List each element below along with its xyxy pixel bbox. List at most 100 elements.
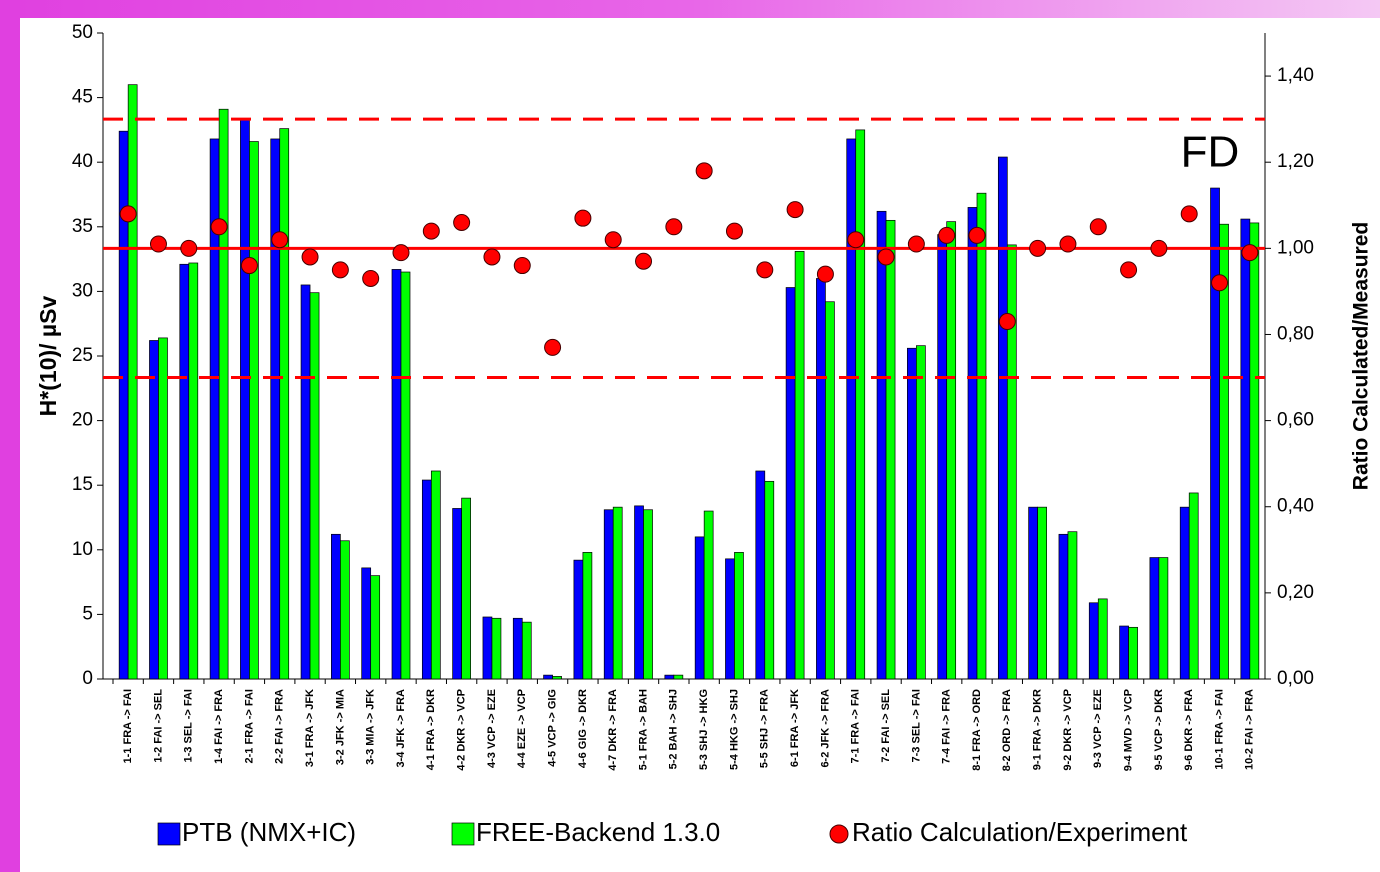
bar: [1188, 492, 1199, 680]
y-tick-label: 40: [72, 151, 93, 172]
ratio-point: [998, 313, 1016, 331]
x-tick-label: 4-4 EZE -> VCP: [516, 689, 528, 768]
bar: [825, 301, 835, 680]
bar: [855, 129, 866, 680]
bar: [249, 141, 259, 680]
legend-swatch: [451, 822, 475, 846]
bar: [1210, 187, 1220, 680]
bar: [785, 287, 796, 680]
bar: [340, 540, 350, 680]
left-band: [0, 0, 20, 872]
x-tick-label: 7-3 SEL -> FAI: [910, 689, 922, 762]
x-tick-label: 7-4 FAI -> FRA: [941, 689, 953, 764]
bar: [1128, 626, 1138, 680]
bar: [491, 617, 502, 680]
y-tick-label: 35: [72, 216, 93, 237]
x-tick-label: 9-6 DKR -> FRA: [1183, 689, 1195, 771]
y-tick-label: 45: [72, 87, 93, 108]
bar: [694, 536, 705, 680]
x-tick-label: 5-1 FRA -> BAH: [637, 689, 649, 770]
bar: [482, 616, 493, 680]
y2-tick-label: 1,40: [1277, 65, 1314, 86]
bar: [612, 506, 623, 680]
ratio-point: [362, 269, 380, 287]
ratio-point: [938, 226, 956, 244]
x-tick-label: 5-4 HKG -> SHJ: [728, 689, 740, 770]
x-tick-label: 5-2 BAH -> SHJ: [668, 689, 680, 769]
bar: [361, 567, 372, 680]
y-tick-label: 20: [72, 410, 93, 431]
ratio-point: [604, 231, 622, 249]
y-tick-label: 25: [72, 345, 93, 366]
x-tick-label: 9-2 DKR -> VCP: [1062, 689, 1074, 771]
ratio-point: [1089, 218, 1107, 236]
ratio-point: [483, 248, 501, 266]
ratio-point: [786, 201, 804, 219]
x-tick-label: 4-1 FRA -> DKR: [425, 689, 437, 770]
bar: [885, 219, 896, 680]
bar: [240, 119, 250, 680]
x-tick-label: 3-3 MIA -> JFK: [365, 689, 377, 765]
bar: [391, 269, 402, 680]
bar: [421, 479, 432, 680]
bar: [967, 207, 978, 680]
x-tick-label: 9-4 MVD -> VCP: [1122, 689, 1134, 771]
bar: [997, 156, 1008, 680]
ratio-point: [180, 239, 198, 257]
ratio-point: [1150, 239, 1168, 257]
bar: [430, 470, 441, 680]
legend-swatch: [157, 822, 181, 846]
legend-swatch: [829, 824, 849, 844]
x-tick-label: 1-4 FAI -> FRA: [213, 689, 225, 764]
x-tick-label: 4-2 DKR -> VCP: [456, 689, 468, 771]
bar: [816, 278, 826, 680]
bar: [400, 271, 411, 680]
x-tick-label: 5-5 SHJ -> FRA: [759, 689, 771, 768]
bar: [300, 284, 311, 680]
x-tick-label: 9-3 VCP -> EZE: [1092, 689, 1104, 768]
ratio-point: [695, 162, 713, 180]
bar: [270, 138, 281, 680]
ratio-point: [635, 252, 653, 270]
y2-tick-label: 1,20: [1277, 151, 1314, 172]
x-tick-label: 4-7 DKR -> FRA: [607, 689, 619, 771]
bar: [1006, 244, 1017, 680]
x-tick-label: 1-1 FRA -> FAI: [122, 689, 134, 763]
ratio-point: [816, 265, 834, 283]
bar: [703, 510, 714, 680]
bar: [218, 108, 229, 680]
bar: [1028, 506, 1038, 680]
bar: [1058, 533, 1069, 680]
bar: [734, 552, 744, 680]
legend-label: FREE-Backend 1.3.0: [476, 817, 720, 847]
x-tick-label: 10-2 FAI -> FRA: [1244, 689, 1256, 770]
ratio-point: [725, 222, 743, 240]
ratio-point: [544, 338, 562, 356]
top-band: [0, 0, 1380, 18]
ratio-point: [453, 213, 471, 231]
bar: [876, 210, 887, 680]
ratio-point: [210, 218, 228, 236]
y-tick-label: 0: [82, 668, 93, 689]
y2-tick-label: 0,80: [1277, 323, 1314, 344]
y2-tick-label: 0,20: [1277, 582, 1314, 603]
ratio-point: [271, 231, 289, 249]
ratio-point: [392, 244, 410, 262]
bar: [907, 347, 917, 680]
bar: [309, 292, 320, 680]
ratio-point: [1241, 244, 1259, 262]
y-tick-label: 10: [72, 539, 93, 560]
ratio-point: [1059, 235, 1077, 253]
ratio-point: [877, 248, 895, 266]
y-tick-label: 15: [72, 474, 93, 495]
bar: [603, 509, 614, 680]
bar: [521, 621, 532, 680]
x-tick-label: 2-1 FRA -> FAI: [243, 689, 255, 763]
ratio-point: [1029, 239, 1047, 257]
y2-tick-label: 1,00: [1277, 237, 1314, 258]
x-tick-label: 6-2 JFK -> FRA: [819, 689, 831, 768]
legend-label: PTB (NMX+IC): [182, 817, 356, 847]
ratio-point: [149, 235, 167, 253]
bar: [916, 345, 926, 680]
